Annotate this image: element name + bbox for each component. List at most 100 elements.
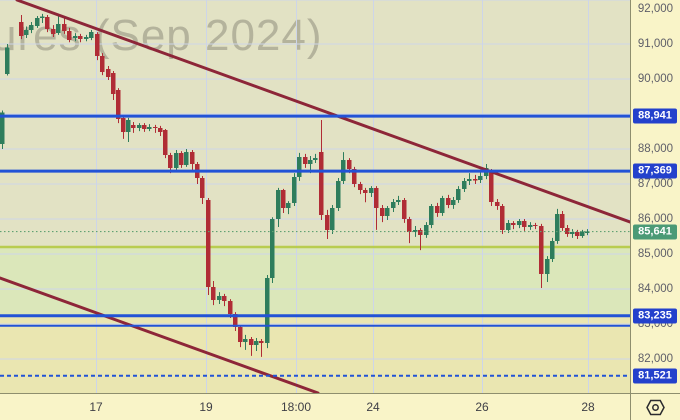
candle-up <box>467 179 472 181</box>
candle-up <box>580 231 585 237</box>
candle-up <box>137 124 142 128</box>
chart-plot-area[interactable] <box>0 0 630 393</box>
candle-up <box>451 200 456 205</box>
axis-corner <box>630 393 680 420</box>
candle-up <box>265 278 270 343</box>
candle-up <box>585 231 590 233</box>
candle-down <box>473 179 478 181</box>
candle-down <box>446 198 451 205</box>
candle-down <box>45 17 50 29</box>
descending-trendline-upper[interactable] <box>15 0 630 224</box>
candle-up <box>570 231 575 235</box>
candle-down <box>163 130 168 155</box>
candle-up <box>217 296 222 300</box>
descending-trendline-lower[interactable] <box>0 276 320 393</box>
candle-down <box>228 300 233 314</box>
candle-up <box>84 37 89 40</box>
candle-down <box>325 215 330 230</box>
candle-down <box>200 178 205 198</box>
upper-olive <box>0 0 630 247</box>
candle-down <box>281 189 286 209</box>
candle-down <box>62 24 67 32</box>
candle-down <box>489 171 494 203</box>
candle-down <box>111 73 116 95</box>
candle-up <box>385 208 390 216</box>
candle-up <box>429 206 434 225</box>
time-tick-label: 24 <box>366 400 380 414</box>
candle-up <box>73 35 78 39</box>
candle-down <box>435 206 440 214</box>
price-level-badge: 88,941 <box>633 108 677 124</box>
candle-down <box>319 152 324 216</box>
candle-up <box>396 200 401 202</box>
candle-down <box>560 214 565 229</box>
candle-up <box>550 241 555 259</box>
candle-down <box>95 33 100 56</box>
candle-up <box>528 224 533 228</box>
candle-down <box>153 126 158 129</box>
candle-down <box>511 222 516 225</box>
price-level-badge: 87,369 <box>633 163 677 179</box>
candle-up <box>56 24 61 34</box>
candle-up <box>308 159 313 165</box>
candle-up <box>276 189 281 219</box>
candle-up <box>254 341 259 345</box>
candle-down <box>222 296 227 301</box>
candle-up <box>555 214 560 242</box>
candle-up <box>24 30 29 35</box>
price-tick-label: 92,000 <box>637 3 674 15</box>
candle-up <box>147 126 152 130</box>
candle-down <box>211 286 216 300</box>
candle-down <box>19 21 24 36</box>
candle-down <box>116 89 121 119</box>
lower-yellow-zone <box>0 317 630 393</box>
price-tick-label: 84,000 <box>637 283 674 295</box>
candle-up <box>0 112 5 144</box>
candle-down <box>51 28 56 34</box>
price-level-badge: 83,235 <box>633 308 677 324</box>
candle-up <box>478 175 483 181</box>
candle-down <box>249 339 254 345</box>
candle-up <box>184 152 189 166</box>
candle-up <box>40 16 45 19</box>
time-tick-label: 19 <box>199 400 213 414</box>
candle-down <box>78 35 83 40</box>
candle-down <box>106 68 111 77</box>
candle-up <box>313 158 318 160</box>
candle-up <box>243 339 248 342</box>
candle-down <box>303 157 308 165</box>
candle-up <box>517 221 522 225</box>
candle-up <box>462 180 467 189</box>
candle-down <box>522 221 527 228</box>
candle-down <box>142 124 147 130</box>
candle-down <box>121 117 126 132</box>
price-tick-label: 86,000 <box>637 213 674 225</box>
price-tick-label: 87,000 <box>637 178 674 190</box>
candle-down <box>363 189 368 194</box>
candle-down <box>380 208 385 216</box>
candle-down <box>347 159 352 169</box>
time-tick-label: 28 <box>581 400 595 414</box>
candle-down <box>539 226 544 274</box>
candle-down <box>259 341 264 343</box>
time-axis[interactable]: 17 19 18:00 24 26 28 <box>0 393 630 420</box>
candle-down <box>575 231 580 237</box>
candle-down <box>158 128 163 132</box>
candle-down <box>495 202 500 207</box>
candle-up <box>391 201 396 209</box>
candle-down <box>418 229 423 236</box>
candle-up <box>440 198 445 214</box>
candle-down <box>238 327 243 342</box>
candle-down <box>179 152 184 166</box>
candle-up <box>506 222 511 230</box>
candle-down <box>533 224 538 227</box>
candle-down <box>402 200 407 219</box>
candle-down <box>131 124 136 128</box>
price-tick-label: 88,000 <box>637 143 674 155</box>
time-tick-label: 17 <box>89 400 103 414</box>
settings-button[interactable] <box>643 396 669 418</box>
price-axis[interactable]: 92,000 91,000 90,000 88,000 87,000 86,000 85,0… <box>630 0 680 393</box>
candle-up <box>424 224 429 236</box>
candle-up <box>270 219 275 279</box>
